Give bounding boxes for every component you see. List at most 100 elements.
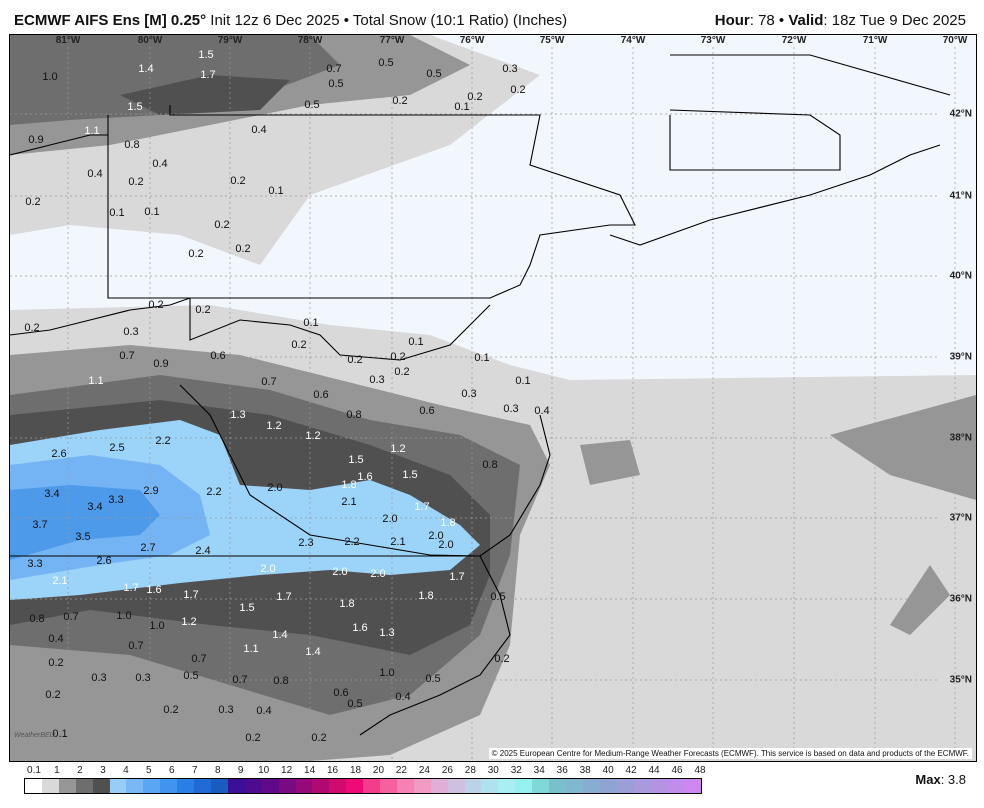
snow-total-label: 1.1 bbox=[88, 375, 104, 387]
legend-tick: 2 bbox=[77, 765, 83, 776]
init-and-product: Init 12z 6 Dec 2025 • Total Snow (10:1 R… bbox=[206, 12, 568, 29]
legend-swatch bbox=[177, 779, 195, 793]
hour-label: Hour bbox=[714, 12, 750, 29]
snow-total-label: 0.5 bbox=[426, 68, 442, 80]
snow-total-label: 2.2 bbox=[206, 486, 222, 498]
legend-tick: 14 bbox=[304, 765, 316, 776]
snow-total-label: 1.7 bbox=[183, 589, 199, 601]
snow-total-label: 1.7 bbox=[123, 582, 139, 594]
legend-swatch bbox=[667, 779, 685, 793]
snow-total-label: 3.4 bbox=[87, 501, 103, 513]
valid-time: Hour: 78 • Valid: 18z Tue 9 Dec 2025 bbox=[715, 12, 966, 29]
snow-total-label: 2.4 bbox=[195, 545, 211, 557]
snow-total-label: 0.8 bbox=[124, 139, 140, 151]
legend-swatch bbox=[464, 779, 482, 793]
legend-swatch bbox=[194, 779, 211, 793]
legend-swatch bbox=[244, 779, 262, 793]
degree-symbol: ° bbox=[200, 12, 207, 29]
snow-total-label: 2.0 bbox=[438, 539, 454, 551]
snow-total-label: 0.7 bbox=[261, 376, 277, 388]
legend-swatch bbox=[380, 779, 397, 793]
band-2-north bbox=[10, 35, 340, 125]
snow-total-label: 0.7 bbox=[128, 640, 144, 652]
snow-total-label: 0.5 bbox=[490, 591, 506, 603]
map-title: ECMWF AIFS Ens [M] 0.25° Init 12z 6 Dec … bbox=[14, 12, 567, 29]
legend-swatch bbox=[616, 779, 634, 793]
legend-swatch bbox=[210, 779, 228, 793]
legend-swatch bbox=[684, 779, 702, 793]
legend-swatch bbox=[329, 779, 347, 793]
snow-total-label: 1.7 bbox=[414, 501, 430, 513]
snow-total-label: 0.1 bbox=[515, 375, 531, 387]
longitude-label: 72°W bbox=[781, 35, 807, 46]
snow-total-label: 2.0 bbox=[332, 566, 348, 578]
legend-swatch bbox=[160, 779, 178, 793]
snow-total-label: 0.2 bbox=[394, 366, 410, 378]
legend-swatch bbox=[515, 779, 533, 793]
snow-total-label: 1.3 bbox=[230, 409, 246, 421]
snow-total-label: 0.2 bbox=[45, 689, 61, 701]
snow-total-label: 1.4 bbox=[138, 63, 154, 75]
latitude-label: 38°N bbox=[949, 432, 972, 444]
snow-total-label: 0.4 bbox=[48, 633, 64, 645]
legend-tick: 20 bbox=[372, 765, 385, 776]
snow-total-label: 0.2 bbox=[245, 732, 261, 744]
model-name: ECMWF AIFS Ens [M] 0.25 bbox=[14, 12, 201, 29]
snow-total-label: 0.2 bbox=[235, 243, 251, 255]
snow-total-label: 2.0 bbox=[370, 568, 386, 580]
snow-total-label: 0.1 bbox=[144, 206, 160, 218]
snow-total-label: 1.2 bbox=[390, 443, 406, 455]
snow-total-label: 2.0 bbox=[382, 513, 398, 525]
snow-total-label: 0.4 bbox=[152, 158, 168, 170]
snow-total-label: 0.1 bbox=[52, 728, 68, 740]
snow-total-label: 0.2 bbox=[311, 732, 327, 744]
legend-swatch bbox=[295, 779, 313, 793]
snow-total-label: 0.3 bbox=[502, 63, 518, 75]
snow-total-label: 1.8 bbox=[339, 598, 355, 610]
band-2-north-dark bbox=[120, 75, 290, 115]
legend-tick: 10 bbox=[258, 765, 270, 776]
snow-total-label: 0.2 bbox=[163, 704, 179, 716]
snow-total-label: 0.1 bbox=[454, 101, 470, 113]
legend-tick-labels: 0.1 1 2 3 4 5 6 7 8 9 10 12 14 16 18 20 22 24 26 28 30 32 34 36… bbox=[24, 765, 706, 777]
snow-total-label: 0.3 bbox=[218, 704, 234, 716]
longitude-label: 71°W bbox=[862, 35, 888, 46]
legend-swatch bbox=[58, 779, 76, 793]
snow-total-label: 1.2 bbox=[266, 420, 282, 432]
snow-total-label: 1.1 bbox=[84, 125, 100, 137]
snow-total-label: 2.6 bbox=[51, 448, 67, 460]
snow-total-label: 0.6 bbox=[333, 687, 349, 699]
snow-total-label: 3.3 bbox=[108, 494, 124, 506]
legend-tick: 4 bbox=[123, 765, 129, 776]
legend-tick: 24 bbox=[418, 765, 430, 776]
legend-swatch bbox=[75, 779, 93, 793]
legend-swatch bbox=[430, 779, 448, 793]
snow-total-label: 0.5 bbox=[347, 698, 363, 710]
snow-total-label: 2.5 bbox=[109, 442, 125, 454]
snow-total-label: 2.2 bbox=[155, 435, 171, 447]
legend-swatch bbox=[109, 779, 127, 793]
color-legend bbox=[24, 778, 702, 794]
legend-tick: 3 bbox=[100, 765, 106, 776]
legend-swatch bbox=[582, 779, 600, 793]
snow-total-label: 0.3 bbox=[123, 326, 139, 338]
snow-total-label: 1.5 bbox=[239, 602, 255, 614]
snow-total-label: 0.2 bbox=[25, 196, 41, 208]
blue-3 bbox=[10, 485, 160, 560]
snow-total-label: 0.7 bbox=[63, 611, 79, 623]
snow-total-label: 0.8 bbox=[29, 613, 45, 625]
legend-tick: 0.1 bbox=[27, 765, 41, 776]
snow-total-label: 2.1 bbox=[52, 575, 68, 587]
legend-tick: 40 bbox=[602, 765, 614, 776]
legend-swatch bbox=[599, 779, 617, 793]
latitude-label: 41°N bbox=[949, 190, 972, 202]
snow-total-label: 1.0 bbox=[42, 71, 58, 83]
snow-total-label: 0.5 bbox=[378, 57, 394, 69]
max-number: : 3.8 bbox=[940, 772, 966, 787]
snow-total-label: 0.2 bbox=[128, 176, 144, 188]
snow-total-label: 0.4 bbox=[251, 124, 267, 136]
valid-label: Valid bbox=[788, 12, 824, 29]
latitude-label: 36°N bbox=[949, 593, 972, 605]
snow-total-label: 1.6 bbox=[352, 622, 368, 634]
snow-total-label: 0.5 bbox=[425, 673, 441, 685]
